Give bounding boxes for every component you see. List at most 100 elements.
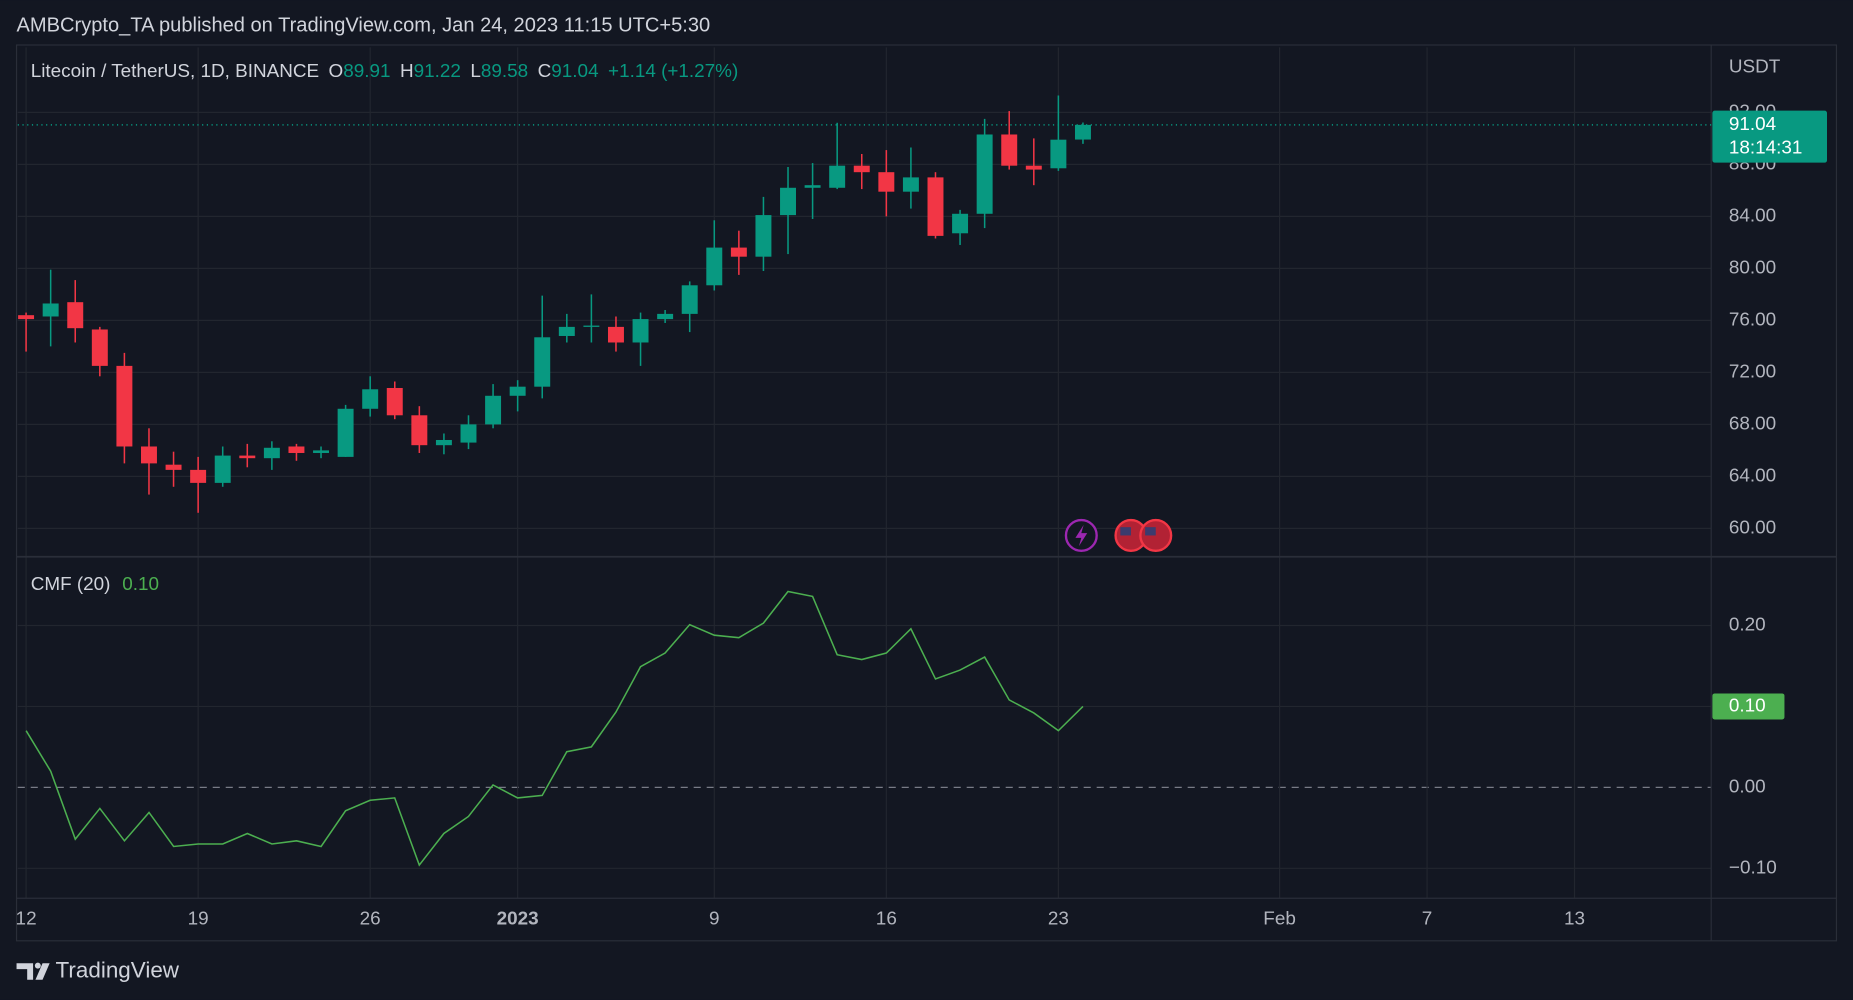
countdown: 18:14:31 [1729, 138, 1803, 159]
candle-body [165, 464, 182, 470]
last-price: 91.04 [1729, 114, 1776, 135]
candle-body [18, 315, 35, 320]
change: +1.14 (+1.27%) [608, 61, 738, 82]
candle-body [337, 408, 354, 457]
tags: 91.04 18:14:31 0.10 [1712, 110, 1828, 720]
candle-body [91, 329, 108, 366]
x-tick-label: 26 [360, 909, 381, 930]
x-tick-label: Feb [1263, 909, 1296, 930]
candle-body [853, 165, 870, 173]
flag-canton [1145, 527, 1156, 536]
symbol-title: Litecoin / TetherUS, 1D, BINANCE [31, 61, 319, 82]
candle-body [780, 187, 796, 216]
brand-logo-dot [34, 962, 41, 969]
candle-body [435, 439, 452, 446]
last-price-tag [1712, 110, 1828, 163]
low-value: 89.58 [481, 61, 528, 82]
close-label: C [538, 61, 552, 82]
price-unit: USDT [1729, 56, 1781, 77]
last-value: 0.10 [1729, 695, 1766, 716]
plot [17, 95, 1712, 867]
lightning [1075, 524, 1088, 547]
candle-body [460, 424, 477, 443]
candle-body [485, 395, 502, 425]
x-tick-label: 19 [188, 909, 209, 930]
candle-body [509, 386, 526, 396]
candle-body [607, 326, 624, 343]
high-value: 91.22 [414, 61, 461, 82]
y-tick-label: 76.00 [1729, 309, 1776, 330]
y-tick-label: 60.00 [1729, 517, 1776, 538]
candle-body [1025, 165, 1042, 170]
indicator-legend: CMF (20) 0.10 [31, 574, 159, 595]
candle-body [976, 134, 993, 214]
candle-body [927, 177, 944, 236]
indicator-title: CMF (20) [31, 574, 111, 595]
x-tick-label: 7 [1422, 909, 1433, 930]
event-icons [1064, 518, 1173, 552]
y-tick-label: 72.00 [1729, 361, 1776, 382]
candle-body [878, 172, 895, 192]
candle-body [583, 325, 600, 327]
y-tick-label: 84.00 [1729, 205, 1776, 226]
y-tick-label: 64.00 [1729, 465, 1776, 486]
cmf-line [25, 590, 1084, 867]
candle-body [362, 389, 379, 409]
candle-body [534, 337, 551, 387]
candle-body [1001, 134, 1018, 166]
candle-body [67, 302, 84, 329]
candle-body [730, 247, 747, 257]
candle-body [829, 165, 846, 188]
candle-body [902, 177, 919, 192]
candle-body [804, 185, 821, 188]
x-tick-label: 13 [1564, 909, 1585, 930]
candle-body [190, 469, 207, 483]
x-tick-label: 9 [709, 909, 720, 930]
candle-body [952, 213, 969, 234]
y-tick-label: 0.20 [1729, 615, 1766, 636]
legend: Litecoin / TetherUS, 1D, BINANCE O89.91 H9… [31, 61, 739, 82]
candle-body [558, 326, 575, 336]
candle-body [411, 415, 428, 446]
open-value: 89.91 [343, 61, 390, 82]
candle-body [632, 319, 649, 343]
y-tick-label: 80.00 [1729, 257, 1776, 278]
brand-logo [16, 963, 50, 980]
y-tick-label: −0.10 [1729, 857, 1777, 878]
brand: TradingView [16, 957, 180, 982]
candle-body [755, 215, 772, 257]
candle-body [313, 450, 330, 453]
candle-body [386, 387, 403, 416]
last-value-tag [1712, 693, 1785, 720]
low-label: L [470, 61, 481, 82]
brand-name: TradingView [56, 957, 180, 982]
candle-body [239, 455, 256, 459]
candle-body [263, 447, 280, 459]
x-tick-label: 2023 [497, 909, 539, 930]
x-tick-label: 23 [1048, 909, 1069, 930]
candle-body [42, 303, 59, 317]
candle-body [214, 455, 231, 483]
close-value: 91.04 [551, 61, 598, 82]
x-tick-label: 12 [16, 909, 37, 930]
grid: 60.0064.0068.0072.0076.0080.0084.0088.00… [16, 47, 1777, 930]
candle-body [1050, 139, 1067, 169]
candle-body [288, 446, 305, 453]
publisher: AMBCrypto_TA published on TradingView.co… [17, 14, 711, 36]
high-label: H [400, 61, 414, 82]
chart-frame [15, 44, 1838, 942]
open-label: O [329, 61, 344, 82]
indicator-value: 0.10 [122, 574, 159, 595]
x-tick-label: 16 [876, 909, 897, 930]
candle-body [681, 285, 698, 314]
y-tick-label: 68.00 [1729, 413, 1776, 434]
candle-body [1074, 124, 1091, 140]
flag-canton [1120, 527, 1131, 536]
candle-body [706, 247, 723, 286]
candle-body [140, 446, 157, 464]
candle-body [116, 365, 133, 447]
y-tick-label: 0.00 [1729, 776, 1766, 797]
candle-body [657, 313, 674, 320]
